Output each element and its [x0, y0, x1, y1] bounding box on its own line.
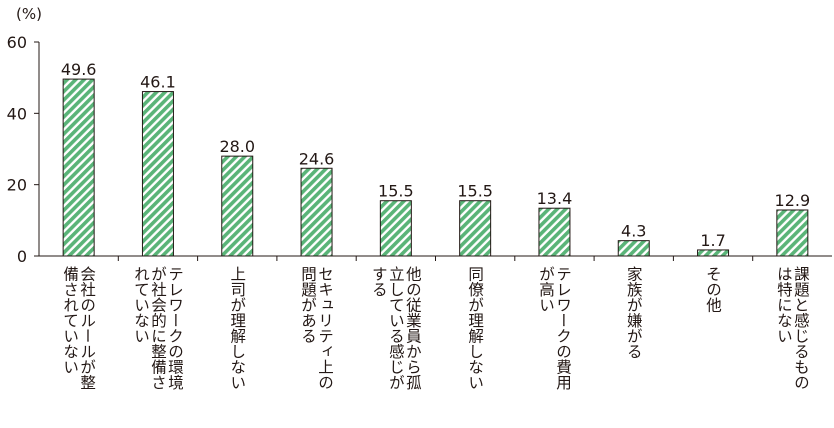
category-label: 課題と感じるもの	[792, 266, 810, 390]
category-label: れていない	[132, 266, 150, 344]
category-label: が高い	[537, 266, 555, 313]
y-tick-label: 20	[7, 176, 27, 195]
bar	[697, 249, 730, 257]
category-label: 会社のルールが整	[78, 266, 96, 390]
category-label: 同僚が理解しない	[466, 266, 484, 390]
category-label: セキュリティ上の	[316, 266, 334, 390]
bar-value-label: 15.5	[457, 182, 493, 201]
bar-value-label: 49.6	[61, 60, 97, 79]
bar-value-label: 1.7	[700, 231, 725, 250]
bar	[538, 207, 571, 257]
bar	[141, 91, 174, 257]
category-label: は特にない	[775, 266, 793, 344]
y-tick-label: 60	[7, 33, 27, 52]
bar-value-label: 4.3	[621, 222, 646, 241]
category-label: する	[370, 266, 388, 297]
category-label: 家族が嫌がる	[625, 266, 643, 359]
bar-value-label: 13.4	[537, 189, 573, 208]
category-label: が社会的に整備さ	[149, 266, 167, 391]
bar	[776, 209, 809, 257]
y-tick-label: 40	[7, 104, 27, 123]
category-label: 問題がある	[299, 266, 317, 344]
bar	[617, 240, 650, 257]
bar	[62, 78, 95, 257]
category-label: その他	[704, 266, 722, 314]
bars: 49.6 46.1 28.0 24.6 15.5 15.5 13.4 4.3 1.7 12.9	[61, 60, 811, 257]
y-tick-label: 0	[17, 247, 27, 266]
y-axis-unit-label: (%)	[16, 5, 42, 23]
category-label: 他の従業員から孤	[404, 266, 422, 392]
bar-value-label: 12.9	[775, 191, 811, 210]
bar	[379, 200, 412, 257]
category-label: 上司が理解しない	[228, 266, 246, 390]
category-label: 備されていない	[61, 266, 79, 375]
bar	[221, 155, 254, 257]
bar	[300, 167, 333, 257]
category-label: テレワークの費用	[554, 266, 572, 391]
category-label: テレワークの環境	[166, 266, 184, 391]
bar	[459, 200, 492, 257]
bar-value-label: 24.6	[299, 149, 335, 168]
category-label: 立している感じが	[387, 266, 405, 391]
bar-value-label: 28.0	[219, 137, 255, 156]
bar-value-label: 15.5	[378, 182, 414, 201]
bar-value-label: 46.1	[140, 73, 176, 92]
